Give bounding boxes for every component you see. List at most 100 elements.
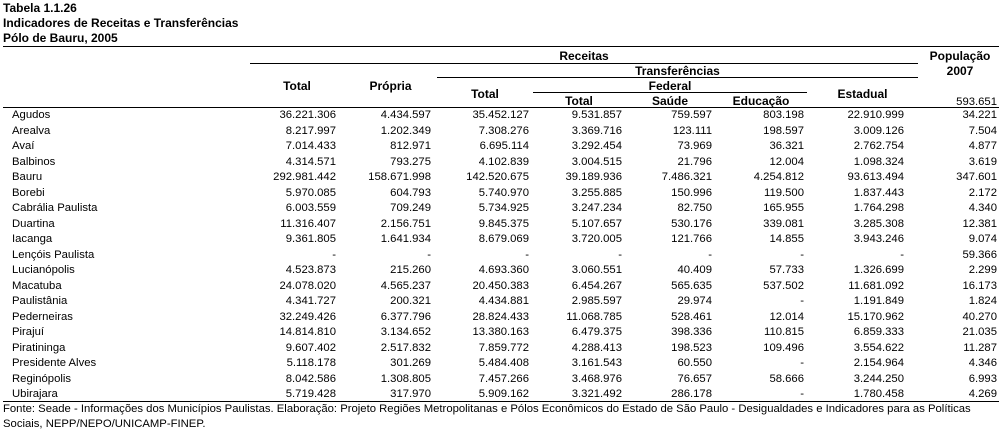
saude-cell: 76.657 [677, 372, 712, 385]
header-propria: Própria [369, 79, 412, 93]
header-receitas: Receitas [559, 49, 609, 63]
saude-cell: 21.796 [677, 155, 712, 168]
propria-cell: 604.793 [390, 186, 431, 199]
total-cell: 36.221.306 [279, 109, 336, 121]
estadual-cell: 1.326.699 [853, 264, 904, 276]
title-line-1: Tabela 1.1.26 [3, 1, 77, 15]
populacao-cell: 9.074 [968, 233, 997, 245]
saude-cell: 40.409 [677, 264, 712, 276]
total-cell: 9.361.805 [285, 233, 336, 245]
propria-cell: 2.517.832 [380, 341, 431, 354]
saude-cell: 150.996 [671, 186, 712, 199]
transf-total-cell: 20.450.383 [472, 279, 529, 292]
educacao-cell: 57.733 [769, 264, 804, 276]
populacao-cell: 7.504 [968, 124, 997, 137]
federal-rule [533, 92, 807, 93]
transf-total-cell: 4.693.360 [478, 264, 529, 276]
educacao-cell: 58.666 [769, 372, 804, 385]
total-cell: 5.118.178 [286, 357, 336, 369]
saude-cell: 565.635 [671, 279, 712, 292]
header-fed-total: Total [565, 94, 593, 108]
saude-cell: 286.178 [671, 388, 712, 400]
footnote: Fonte: Seade - Informações dos Município… [3, 403, 971, 430]
estadual-cell: 2.154.964 [853, 357, 904, 369]
educacao-cell: 109.496 [763, 341, 804, 354]
table-body: Agudos 36.221.306 4.434.597 35.452.127 9.531… [0, 108, 1002, 403]
educacao-cell: - [800, 248, 804, 261]
municipio-cell: Agudos [12, 109, 51, 121]
populacao-cell: 59.366 [962, 248, 997, 261]
transf-total-cell: 6.695.114 [479, 140, 529, 152]
header-educacao: Educação [732, 94, 790, 108]
table-row: Iacanga 9.361.805 1.641.934 8.679.069 3.720.… [0, 232, 1002, 248]
educacao-cell: 119.500 [764, 186, 804, 199]
populacao-cell: 3.619 [968, 155, 997, 168]
table-row: Ubirajara 5.719.428 317.970 5.909.162 3.321.… [0, 387, 1002, 403]
fed-total-cell: 3.161.543 [571, 357, 622, 369]
educacao-cell: 12.014 [769, 310, 804, 323]
saude-cell: 123.111 [672, 124, 712, 137]
table-row: Pirajuí 14.814.810 3.134.652 13.380.163 6.47… [0, 325, 1002, 341]
table-row: Balbinos 4.314.571 793.275 4.102.839 3.004.5… [0, 155, 1002, 171]
transf-total-cell: 5.909.162 [478, 388, 529, 400]
total-cell: 11.316.407 [280, 217, 336, 230]
transf-total-cell: 8.679.069 [478, 233, 529, 245]
table-row: Arealva 8.217.997 1.202.349 7.308.276 3.369.… [0, 124, 1002, 140]
saude-cell: 73.969 [677, 140, 712, 152]
transf-total-cell: 7.859.772 [478, 341, 529, 354]
saude-cell: 29.974 [677, 295, 712, 307]
municipio-cell: Reginópolis [12, 372, 72, 385]
table-row: Lençóis Paulista - - - - - - - 59.366 [0, 248, 1002, 264]
propria-cell: 3.134.652 [380, 326, 431, 338]
municipio-cell: Paulistânia [12, 295, 68, 307]
total-cell: 32.249.426 [279, 310, 336, 323]
transf-total-cell: 9.845.375 [478, 217, 529, 230]
fed-total-cell: 4.288.413 [571, 341, 622, 354]
transf-total-cell: 4.102.839 [478, 155, 529, 168]
fed-total-cell: 2.985.597 [571, 295, 622, 307]
municipio-cell: Lençóis Paulista [12, 248, 95, 261]
estadual-cell: 11.681.092 [848, 279, 904, 292]
propria-cell: 793.275 [390, 155, 431, 168]
populacao-cell: 4.269 [968, 388, 997, 400]
table-row: Agudos 36.221.306 4.434.597 35.452.127 9.531… [0, 108, 1002, 124]
estadual-cell: 1.191.849 [853, 295, 904, 307]
header-estadual: Estadual [837, 87, 888, 101]
propria-cell: 2.156.751 [380, 217, 431, 230]
header-populacao-year: 2007 [946, 64, 974, 78]
receitas-rule [250, 63, 918, 64]
estadual-cell: 22.910.999 [847, 109, 904, 121]
estadual-cell: 1.837.443 [853, 186, 904, 199]
fed-total-cell: - [618, 248, 622, 261]
educacao-cell: - [800, 388, 804, 400]
total-cell: 6.003.559 [285, 202, 336, 214]
estadual-cell: 3.554.622 [853, 341, 904, 354]
municipio-cell: Ubirajara [12, 388, 58, 400]
educacao-cell: 198.597 [763, 124, 804, 137]
total-cell: 5.970.085 [285, 186, 336, 199]
total-cell: 7.014.433 [285, 140, 336, 152]
fed-total-cell: 3.369.716 [571, 124, 622, 137]
estadual-cell: 1.764.298 [853, 202, 904, 214]
header-top-rule [3, 46, 999, 47]
header-federal: Federal [648, 79, 692, 93]
populacao-cell: 11.287 [963, 341, 997, 354]
transferencias-rule [437, 77, 918, 78]
table-row: Pederneiras 32.249.426 6.377.796 28.824.433… [0, 310, 1002, 326]
header-populacao: População [929, 49, 991, 63]
saude-cell: 82.750 [677, 202, 712, 214]
educacao-cell: 165.955 [763, 202, 804, 214]
municipio-cell: Arealva [12, 124, 51, 137]
propria-cell: 812.971 [390, 140, 431, 152]
total-cell: 14.814.810 [279, 326, 336, 338]
municipio-cell: Duartina [12, 217, 55, 230]
total-cell: 292.981.442 [273, 171, 336, 183]
educacao-cell: - [800, 357, 804, 369]
table-title: Tabela 1.1.26 Indicadores de Receitas e … [3, 1, 238, 46]
header-transf-total: Total [471, 87, 499, 101]
fed-total-cell: 6.454.267 [571, 279, 622, 292]
transf-total-cell: 5.734.925 [478, 202, 529, 214]
educacao-cell: 110.815 [764, 326, 804, 338]
total-cell: 4.341.727 [285, 295, 336, 307]
educacao-cell: 4.254.812 [753, 171, 804, 183]
